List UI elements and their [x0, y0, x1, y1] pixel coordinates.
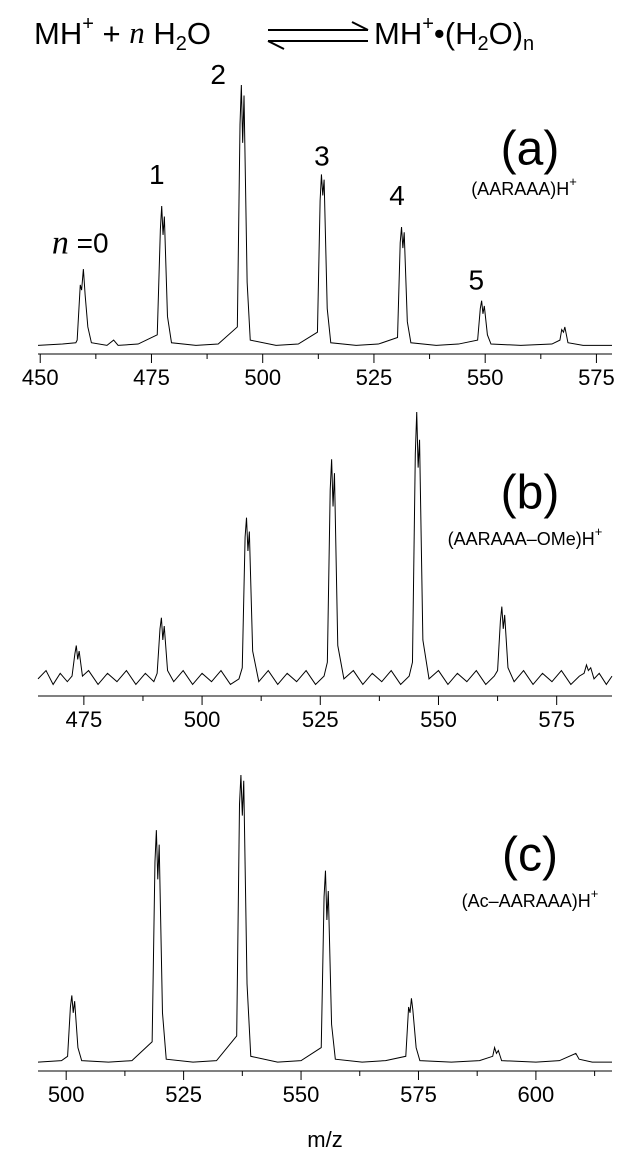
peak-label: 3 — [314, 141, 330, 172]
eq-text: O — [187, 16, 211, 51]
peak-label-value: 4 — [389, 180, 405, 211]
eq-sub: n — [523, 33, 534, 55]
eq-text: •(H — [434, 16, 478, 51]
spectrum-line — [37, 774, 612, 1063]
x-tick-label: 550 — [420, 707, 457, 732]
x-tick-label: 475 — [133, 365, 170, 390]
peak-label-value: 1 — [149, 159, 165, 190]
compound-label: (AARAAA)H+ — [471, 174, 577, 198]
eq-sub: 2 — [176, 33, 187, 55]
compound-charge: + — [569, 174, 577, 189]
eq-text: H — [145, 16, 176, 51]
x-tick-label: 450 — [22, 365, 59, 390]
x-tick-label: 550 — [283, 1082, 320, 1107]
peak-label: n =0 — [52, 224, 109, 261]
x-tick-label: 500 — [48, 1082, 85, 1107]
equation-right: MH+•(H2O)n — [374, 13, 534, 55]
panel-label: (a) — [501, 123, 560, 176]
peak-label-value: 3 — [314, 141, 330, 172]
peak-label-n: n — [52, 224, 69, 261]
compound-charge: + — [595, 524, 603, 539]
peak-label: 4 — [389, 180, 405, 211]
compound-label: (AARAAA–OMe)H+ — [448, 524, 603, 548]
compound-name: (AARAAA)H — [471, 179, 569, 199]
x-tick-label: 500 — [184, 707, 221, 732]
compound-label: (Ac–AARAAA)H+ — [462, 886, 599, 910]
x-tick-label: 525 — [302, 707, 339, 732]
eq-sup: + — [422, 13, 434, 35]
equilibrium-arrows — [267, 21, 369, 50]
x-tick-label: 575 — [538, 707, 575, 732]
eq-text: + — [94, 16, 129, 51]
x-tick-label: 500 — [244, 365, 281, 390]
x-axis-label: m/z — [307, 1127, 342, 1152]
compound-charge: + — [591, 886, 599, 901]
panel-label: (b) — [501, 467, 560, 520]
equation-left: MH+ + n H2O — [34, 13, 211, 55]
spectrum-line — [37, 411, 613, 686]
peak-label: 1 — [149, 159, 165, 190]
eq-text: MH — [374, 16, 422, 51]
panel-label: (c) — [502, 829, 558, 882]
x-tick-label: 475 — [66, 707, 103, 732]
peak-label-value: 5 — [468, 265, 484, 296]
eq-sub: 2 — [477, 33, 488, 55]
compound-name: (AARAAA–OMe)H — [448, 529, 595, 549]
compound-name: (Ac–AARAAA)H — [462, 891, 591, 911]
eq-n: n — [129, 15, 145, 50]
peak-label-value: =0 — [69, 228, 109, 259]
peak-label: 5 — [468, 265, 484, 296]
peak-label-value: 2 — [210, 60, 226, 91]
eq-sup: + — [82, 13, 94, 35]
eq-text: O) — [489, 16, 523, 51]
x-tick-label: 575 — [400, 1082, 437, 1107]
x-tick-label: 525 — [165, 1082, 202, 1107]
peak-label: 2 — [210, 60, 226, 91]
x-tick-label: 600 — [518, 1082, 555, 1107]
eq-text: MH — [34, 16, 82, 51]
x-tick-label: 575 — [578, 365, 615, 390]
x-tick-label: 525 — [356, 365, 393, 390]
spectrum-line — [37, 84, 612, 346]
x-tick-label: 550 — [467, 365, 504, 390]
